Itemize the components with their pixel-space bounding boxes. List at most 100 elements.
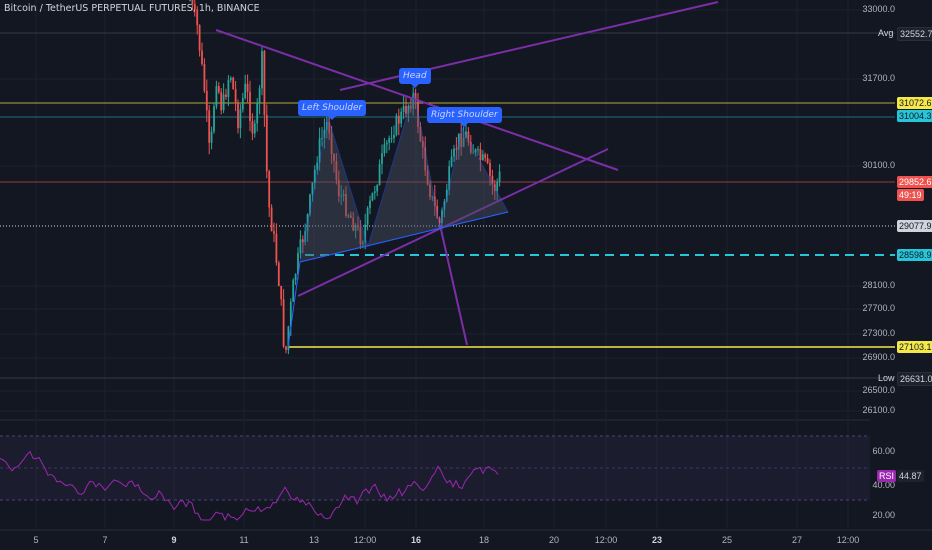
time-tick: 13	[308, 535, 320, 545]
candle-body	[316, 162, 319, 170]
neckline	[299, 211, 509, 263]
candle-body	[215, 86, 218, 107]
pattern-triangle	[439, 126, 509, 229]
price-axis-label: 26100.0	[862, 405, 895, 415]
candle-body	[412, 93, 415, 109]
candle-body	[253, 123, 256, 134]
candle-body	[477, 149, 479, 151]
candle-body	[330, 133, 333, 155]
candle-body	[489, 163, 491, 176]
upper-trendline	[215, 29, 619, 171]
candle-body	[467, 131, 470, 143]
candle-body	[299, 239, 302, 253]
candle-body	[457, 133, 460, 150]
candle-body	[210, 131, 213, 143]
candle-body	[448, 166, 451, 190]
candle-body	[227, 79, 230, 97]
candle-body	[395, 115, 398, 135]
candle-body	[402, 106, 405, 112]
candle-body	[431, 196, 434, 198]
candle-body	[268, 171, 271, 208]
pattern-drawings	[215, 1, 719, 348]
annotation-left-shoulder[interactable]: Left Shoulder	[298, 100, 367, 120]
candle-body	[397, 115, 400, 124]
candle-body	[376, 185, 379, 192]
channel-line	[339, 1, 719, 91]
time-tick: 5	[33, 535, 39, 545]
candle-body	[345, 193, 347, 216]
candle-body	[465, 131, 467, 138]
time-tick: 27	[791, 535, 803, 545]
candle-body	[263, 51, 266, 115]
pattern-leg	[287, 261, 301, 348]
level-tag-yellow: 31072.6	[897, 97, 932, 109]
level-tag-cyan-dashed: 28598.9	[897, 249, 932, 261]
candle-body	[258, 88, 261, 103]
candle-body	[469, 142, 472, 153]
candle-body	[381, 153, 383, 165]
candle-body	[474, 149, 477, 153]
candle-body	[280, 285, 283, 300]
price-axis-label: 27700.0	[862, 303, 895, 313]
candle-body	[453, 148, 455, 157]
candle-body	[421, 140, 424, 148]
candle-body	[323, 130, 326, 138]
candle-body	[491, 175, 494, 185]
candle-body	[282, 299, 285, 347]
candle-body	[193, 3, 196, 10]
rsi-axis-label: 20.00	[872, 510, 895, 520]
candle-body	[222, 94, 225, 111]
candle-body	[198, 25, 201, 51]
candle-body	[311, 182, 314, 195]
time-tick: 23	[651, 535, 663, 545]
candle-body	[347, 215, 350, 217]
candle-body	[337, 179, 340, 197]
candle-body	[220, 92, 223, 111]
candle-body	[191, 0, 194, 4]
rsi-axis-label: 40.00	[872, 480, 895, 490]
candle-body	[335, 160, 338, 180]
price-axis-label: 27300.0	[862, 328, 895, 338]
rsi-axis-label: 60.00	[872, 446, 895, 456]
candle-body	[385, 142, 388, 145]
candle-body	[349, 215, 352, 218]
time-tick: 12:00	[836, 535, 860, 545]
candle-body	[383, 144, 386, 154]
time-tick: 16	[410, 535, 422, 545]
candle-body	[481, 154, 484, 160]
candle-body	[472, 152, 475, 154]
annotation-head[interactable]: Head	[399, 68, 431, 88]
rsi-series	[0, 450, 499, 522]
candle-body	[388, 138, 391, 143]
candle-body	[359, 227, 362, 245]
candle-body	[354, 225, 357, 231]
low-price-tag: 26631.0	[897, 372, 932, 386]
price-axis-label: 26900.0	[862, 352, 895, 362]
time-tick: 11	[239, 535, 249, 545]
candle-body	[234, 89, 237, 104]
candle-body	[217, 86, 220, 93]
candle-body	[426, 170, 429, 185]
annotation-right-shoulder[interactable]: Right Shoulder	[427, 107, 502, 127]
candle-body	[498, 171, 501, 182]
time-tick: 12:00	[594, 535, 618, 545]
rsi-line	[0, 450, 499, 522]
price-axis-label: 30100.0	[862, 160, 895, 170]
candle-body	[369, 200, 371, 209]
candle-body	[246, 83, 249, 92]
candle-body	[261, 51, 263, 89]
candle-body	[433, 196, 436, 206]
candle-body	[414, 93, 417, 100]
candle-body	[265, 114, 268, 172]
price-axis-label: 26500.0	[862, 385, 895, 395]
candle-body	[340, 195, 343, 197]
candle-body	[441, 210, 443, 224]
candle-body	[244, 83, 247, 99]
avg-label: Avg	[878, 28, 894, 38]
candle-body	[429, 184, 431, 197]
candle-body	[270, 207, 273, 232]
candle-body	[273, 231, 275, 234]
candle-body	[309, 194, 311, 215]
